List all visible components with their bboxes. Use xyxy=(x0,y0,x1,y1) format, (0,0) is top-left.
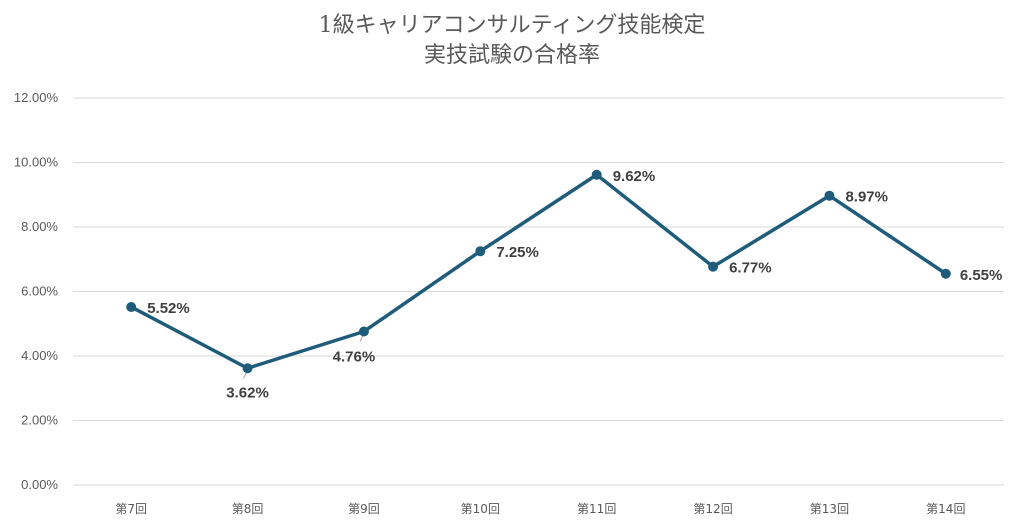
chart-title-line-2: 実技試験の合格率 xyxy=(423,43,600,68)
x-tick-label: 第14回 xyxy=(926,502,965,516)
x-tick-label: 第7回 xyxy=(115,502,147,516)
y-tick-label: 10.00% xyxy=(14,155,59,170)
data-point xyxy=(591,169,602,180)
data-point xyxy=(358,326,369,337)
data-point xyxy=(475,246,486,257)
chart-title-line-1: 1級キャリアコンサルティング技能検定 xyxy=(318,13,706,38)
x-tick-label: 第9回 xyxy=(348,502,380,516)
y-tick-label: 0.00% xyxy=(21,477,58,492)
y-tick-label: 12.00% xyxy=(14,90,59,105)
data-point xyxy=(940,268,951,279)
x-tick-label: 第12回 xyxy=(693,502,732,516)
x-tick-label: 第10回 xyxy=(461,502,500,516)
y-tick-label: 4.00% xyxy=(21,348,58,363)
y-tick-label: 6.00% xyxy=(21,284,58,299)
x-tick-label: 第13回 xyxy=(810,502,849,516)
data-label: 9.62% xyxy=(613,168,656,185)
y-tick-label: 2.00% xyxy=(21,413,58,428)
data-label: 6.55% xyxy=(960,267,1003,284)
data-label: 7.25% xyxy=(496,244,539,261)
data-label: 6.77% xyxy=(729,260,772,277)
data-point xyxy=(708,261,719,272)
data-point xyxy=(126,301,137,312)
x-tick-label: 第11回 xyxy=(577,502,616,516)
data-label: 4.76% xyxy=(333,348,376,365)
x-tick-label: 第8回 xyxy=(232,502,264,516)
y-tick-label: 8.00% xyxy=(21,219,58,234)
data-label: 5.52% xyxy=(147,300,190,317)
data-label: 3.62% xyxy=(226,384,269,401)
data-point xyxy=(824,190,835,201)
data-label: 8.97% xyxy=(845,189,888,206)
series-line xyxy=(130,173,947,371)
data-point xyxy=(242,363,253,374)
